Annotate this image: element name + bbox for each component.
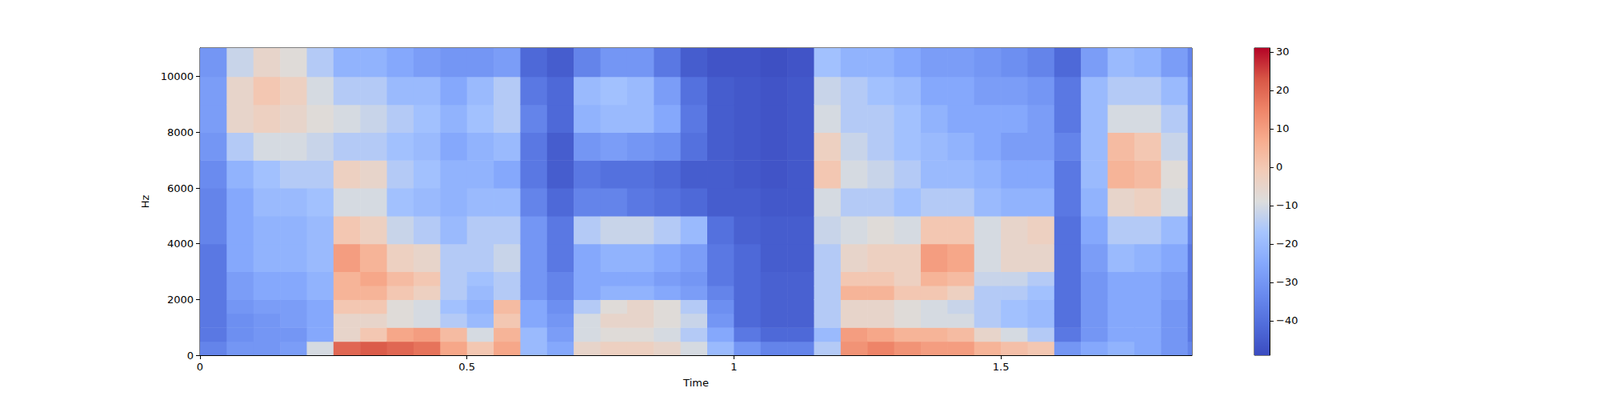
svg-text:−30: −30 xyxy=(1276,276,1298,288)
svg-text:0: 0 xyxy=(196,360,204,373)
svg-text:2000: 2000 xyxy=(167,293,194,306)
svg-text:−20: −20 xyxy=(1276,237,1298,250)
svg-text:Time: Time xyxy=(682,376,709,389)
svg-text:−10: −10 xyxy=(1276,199,1298,212)
svg-text:1.5: 1.5 xyxy=(992,360,1010,373)
svg-text:10: 10 xyxy=(1276,122,1290,135)
svg-text:1: 1 xyxy=(730,360,737,373)
svg-text:8000: 8000 xyxy=(167,126,194,139)
svg-text:0: 0 xyxy=(1276,160,1283,173)
svg-text:20: 20 xyxy=(1276,84,1290,96)
svg-text:6000: 6000 xyxy=(167,182,194,195)
svg-text:10000: 10000 xyxy=(160,70,194,83)
svg-text:−40: −40 xyxy=(1276,314,1298,327)
svg-text:0: 0 xyxy=(187,349,194,362)
svg-text:0.5: 0.5 xyxy=(458,360,476,373)
svg-text:30: 30 xyxy=(1276,45,1290,58)
svg-text:Hz: Hz xyxy=(139,195,152,209)
svg-text:4000: 4000 xyxy=(167,237,194,250)
